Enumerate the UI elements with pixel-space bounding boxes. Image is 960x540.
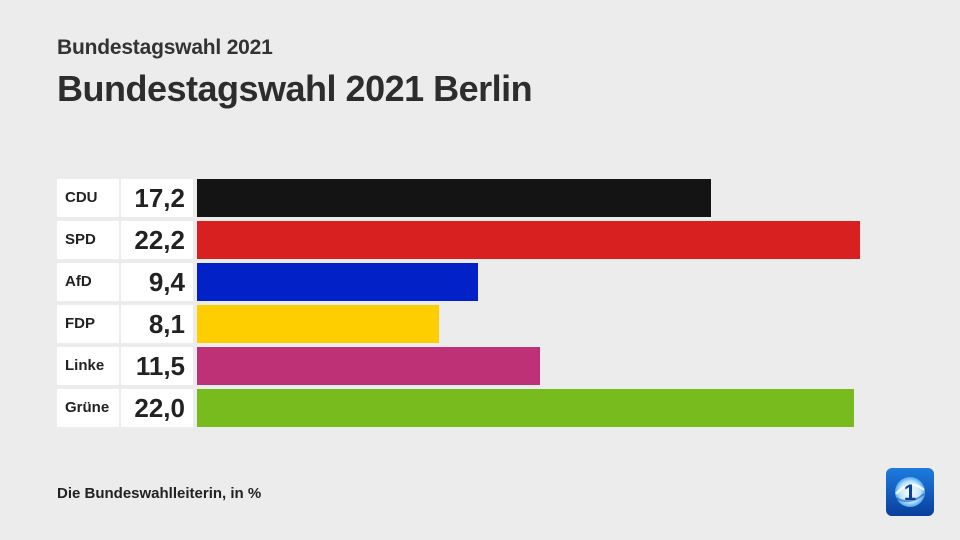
category-label: AfD — [57, 263, 119, 301]
value-label: 11,5 — [121, 347, 193, 385]
bar-afd — [197, 263, 478, 301]
bar-linke — [197, 347, 540, 385]
chart-title: Bundestagswahl 2021 Berlin — [57, 68, 533, 109]
bar-grüne — [197, 389, 854, 427]
bar-cdu — [197, 179, 711, 217]
category-label: FDP — [57, 305, 119, 343]
bar-fdp — [197, 305, 439, 343]
chart-supertitle: Bundestagswahl 2021 — [57, 36, 273, 59]
category-label: Linke — [57, 347, 119, 385]
value-label: 9,4 — [121, 263, 193, 301]
category-label: CDU — [57, 179, 119, 217]
value-label: 17,2 — [121, 179, 193, 217]
bar-spd — [197, 221, 860, 259]
category-label: Grüne — [57, 389, 119, 427]
ard-logo-icon: 1 — [886, 468, 934, 516]
source-note: Die Bundeswahlleiterin, in % — [57, 485, 262, 502]
logo-text: 1 — [904, 480, 916, 505]
value-label: 22,0 — [121, 389, 193, 427]
category-label: SPD — [57, 221, 119, 259]
value-label: 8,1 — [121, 305, 193, 343]
value-label: 22,2 — [121, 221, 193, 259]
